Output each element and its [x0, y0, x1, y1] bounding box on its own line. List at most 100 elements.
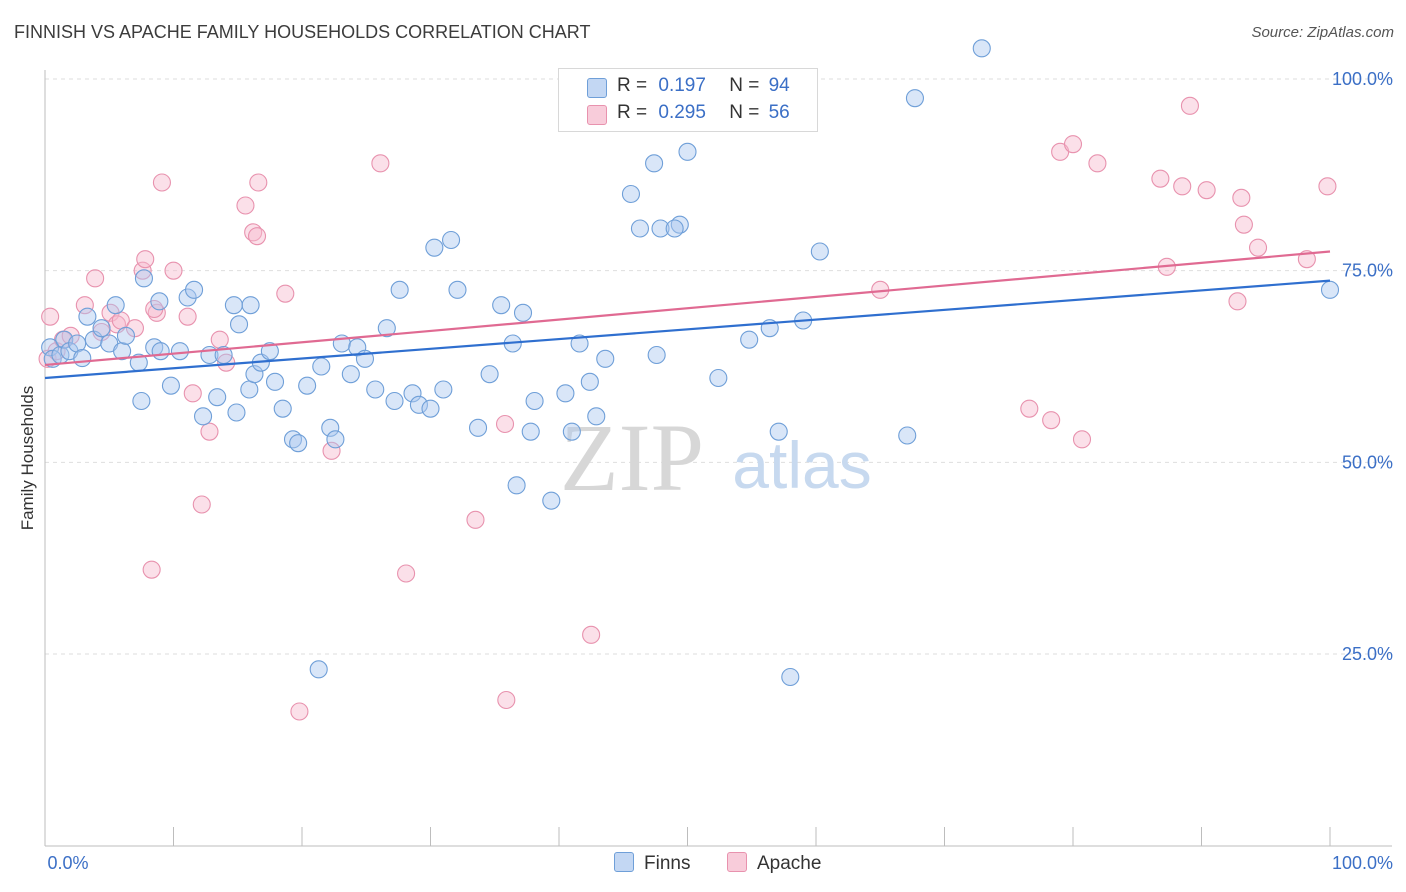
apache-r-value: 0.295 [658, 102, 706, 123]
gridlines [45, 78, 1392, 655]
finns-point [562, 422, 581, 441]
finns-point [113, 342, 132, 361]
finns-point [260, 342, 279, 361]
correlation-legend: R = 0.197 N = 94 R = 0.295 N = 56 [558, 68, 818, 132]
finns-legend-swatch [614, 852, 634, 872]
finns-point [596, 349, 615, 368]
finns-point [390, 280, 409, 299]
trend-lines [44, 250, 1331, 380]
finns-point [442, 230, 461, 250]
apache-swatch [587, 105, 607, 125]
y-tick-label: 25.0% [1342, 644, 1393, 664]
apache-point [41, 307, 60, 326]
apache-points [38, 96, 1337, 721]
finns-point [92, 319, 111, 338]
apache-point [1042, 411, 1061, 430]
apache-point [466, 510, 485, 529]
apache-point [164, 261, 183, 280]
tick-labels: 25.0% 50.0% 75.0% 100.0% 0.0% 100.0% [47, 69, 1393, 873]
apache-point [582, 625, 601, 644]
source-credit: Source: ZipAtlas.com [1251, 24, 1394, 41]
finns-point [132, 391, 151, 411]
finns-point [403, 384, 422, 403]
finns-point [448, 280, 467, 299]
finns-point [241, 296, 260, 315]
legend-apache-text: R = 0.295 N = 56 [617, 102, 790, 124]
finns-point [161, 376, 180, 395]
finns-point [492, 296, 511, 315]
apache-point [1318, 177, 1337, 196]
finns-point [208, 388, 227, 407]
finns-point [665, 219, 684, 238]
finns-point [245, 365, 264, 384]
finns-point [709, 368, 728, 388]
finns-point [434, 380, 453, 399]
finns-point [1320, 280, 1340, 299]
apache-point [1063, 135, 1083, 154]
finns-point [312, 357, 331, 376]
apache-n-label: N = [729, 102, 760, 123]
finns-point [240, 380, 259, 399]
apache-point [276, 284, 295, 303]
chart-title: FINNISH VS APACHE FAMILY HOUSEHOLDS CORR… [14, 22, 591, 42]
y-tick-label: 75.0% [1342, 261, 1393, 281]
apache-point [142, 560, 161, 579]
apache-point [133, 261, 152, 280]
axes [44, 70, 1392, 847]
apache-point [1173, 177, 1192, 196]
legend-finns-text: R = 0.197 N = 94 [617, 75, 790, 97]
finns-swatch [587, 78, 607, 98]
apache-point [397, 564, 416, 583]
finns-point [194, 407, 213, 426]
apache-point [1180, 96, 1199, 115]
finns-point [525, 391, 544, 411]
finns-point [810, 242, 829, 261]
finns-point [150, 292, 169, 311]
finns-point [41, 338, 60, 357]
finns-point [78, 307, 97, 326]
legend-item-apache: Apache [727, 852, 821, 875]
finns-point [265, 372, 285, 391]
finns-point [151, 342, 170, 361]
finns-point [630, 219, 650, 238]
finns-point [769, 422, 788, 441]
finns-point [587, 407, 606, 426]
finns-point [621, 184, 641, 204]
apache-point [1151, 169, 1170, 188]
finns-point [972, 39, 991, 58]
watermark-zip: ZIP [560, 404, 704, 511]
finns-point [289, 434, 308, 453]
finns-point [366, 380, 385, 399]
finns-point [68, 334, 87, 353]
finns-point [326, 430, 345, 449]
finns-point [781, 667, 800, 687]
finns-point [480, 365, 499, 384]
finns-r-label: R = [617, 75, 648, 96]
finns-point [134, 269, 153, 288]
finns-point [321, 418, 340, 437]
apache-point [247, 227, 267, 246]
apache-n-value: 56 [768, 102, 790, 123]
y-tick-label: 50.0% [1342, 452, 1393, 472]
finns-point [898, 426, 917, 445]
x-tick-label-max: 100.0% [1332, 853, 1393, 873]
apache-point [495, 414, 515, 434]
finns-point [273, 399, 292, 418]
apache-point [200, 422, 219, 441]
finns-point [227, 403, 246, 422]
apache-point [236, 196, 255, 215]
finns-point [740, 330, 759, 349]
finns-point [170, 342, 189, 361]
finns-point [645, 154, 664, 173]
finns-point [409, 395, 428, 414]
finns-points [41, 39, 1340, 687]
finns-point [309, 660, 328, 679]
finns-n-label: N = [729, 75, 760, 96]
finns-point [521, 422, 540, 441]
finns-point [298, 376, 317, 395]
apache-point [136, 250, 155, 269]
finns-point [468, 418, 488, 437]
apache-point [86, 269, 105, 288]
apache-point [178, 307, 197, 326]
